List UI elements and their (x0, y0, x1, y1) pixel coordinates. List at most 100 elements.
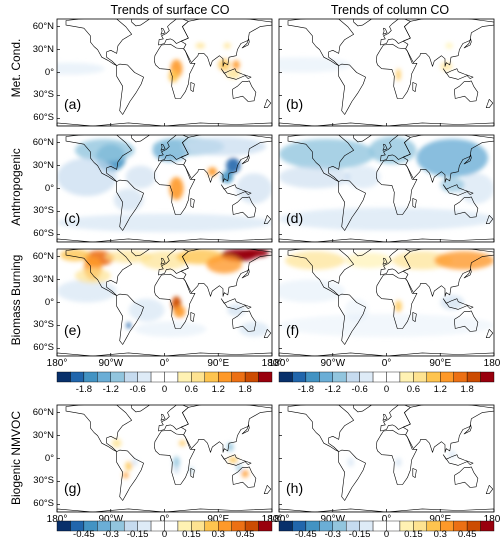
lat-tick-label: 30°S (33, 319, 54, 331)
anomaly-region (241, 469, 249, 478)
panel-background (57, 405, 272, 512)
coastline-europe (380, 405, 411, 432)
coastline-japan (241, 38, 250, 49)
colorbar-bin (164, 371, 179, 383)
colorbar-bin (319, 371, 333, 383)
anomaly-region (416, 138, 489, 178)
colorbar-tick-label: -0.15 (126, 529, 149, 540)
panel-c-map (56, 134, 273, 243)
colorbar-top-left (56, 371, 273, 383)
coastline-uk (160, 143, 166, 151)
anomaly-region (434, 251, 494, 270)
coastline-asia (402, 19, 494, 67)
colorbar-bin (56, 371, 71, 383)
panel-label-e: (e) (64, 322, 82, 338)
coastline-madagascar (190, 82, 195, 92)
colorbar-bin (426, 371, 441, 383)
colorbar-bin (177, 371, 192, 383)
coastline-japan (241, 268, 250, 279)
colorbar-tick-label: 0.6 (406, 384, 420, 395)
coastline-asia (402, 405, 494, 453)
coastline-north-america (287, 249, 354, 296)
anomaly-region (344, 298, 369, 322)
colorbar-bin (399, 371, 414, 383)
anomaly-region (134, 321, 207, 337)
coastline-australia (232, 80, 257, 102)
colorbar-tick-label: -0.45 (73, 529, 95, 540)
colorbar-bin (453, 371, 468, 383)
coastline-greenland (131, 405, 150, 413)
anomaly-region (57, 157, 117, 197)
coastline-africa (154, 429, 196, 485)
anomaly-region (182, 137, 267, 156)
lat-tick-label: 0° (44, 296, 54, 308)
coastline-europe (380, 19, 411, 46)
colorbar-tick-label: -1.2 (102, 384, 119, 395)
colorbar-tick-label: 0.45 (235, 529, 255, 540)
panel-label-a: (a) (64, 96, 82, 112)
lon-tick-label: 180° (261, 358, 283, 369)
coastline-australia (232, 466, 257, 488)
anomaly-region (189, 466, 194, 474)
colorbar-bin (466, 371, 481, 383)
anomaly-region (228, 456, 238, 464)
anomaly-region (125, 165, 156, 189)
coastline-north-america (65, 405, 132, 452)
coastline-greenland (353, 135, 372, 143)
coastline-south-america (116, 293, 144, 345)
lon-tick-label: 90°E (429, 514, 452, 525)
coastline-africa (154, 43, 196, 99)
coastline-europe (380, 135, 411, 162)
coastline-africa (376, 429, 418, 485)
coastline-africa (154, 159, 196, 215)
coastline-africa (154, 273, 196, 329)
anomaly-region (131, 458, 138, 467)
anomaly-region (239, 249, 270, 258)
lon-tick-label: 0° (159, 358, 170, 369)
lat-tick-label: 60°S (33, 228, 54, 240)
colorbar-tick-label: 1.2 (211, 384, 225, 395)
lat-tick-label: 30°S (33, 475, 54, 487)
colorbar-bin (110, 371, 125, 383)
lon-tick-label: 90°W (98, 358, 124, 369)
coastline-greenland (131, 249, 150, 257)
lat-tick-label: 60°S (33, 498, 54, 510)
coastline-indonesia (220, 68, 252, 80)
anomaly-region (218, 58, 231, 71)
colorbar-bin (150, 371, 165, 383)
anomaly-region (396, 68, 401, 81)
panel-label-f: (f) (286, 322, 300, 338)
colorbar-bin (258, 371, 273, 383)
coastline-europe (158, 135, 189, 162)
coastline-asia (180, 135, 272, 183)
anomaly-region (57, 279, 117, 303)
lon-tick-label: 180° (268, 514, 290, 525)
panel-b-map (278, 18, 495, 127)
lat-tick-label: 30°N (32, 43, 54, 55)
panel-a-map (56, 18, 273, 127)
lon-tick-label: 90°E (207, 358, 230, 369)
colorbar-tick-label: -0.3 (324, 529, 341, 540)
coastline-asia (402, 249, 494, 297)
coastline-south-america (338, 63, 366, 115)
lat-tick-label: 30°N (32, 159, 54, 171)
coastline-nz (485, 215, 494, 224)
lat-tick-label: 60°S (33, 112, 54, 124)
colorbar-bin (123, 371, 138, 383)
lat-tick-label: 0° (44, 452, 54, 464)
coastline-australia (454, 80, 479, 102)
anomaly-region (239, 321, 270, 337)
coastline-north-america (65, 135, 132, 182)
colorbar-tick-label: -1.2 (324, 384, 341, 395)
colorbar-bin (413, 371, 428, 383)
coastline-nz (485, 485, 494, 494)
anomaly-region (173, 305, 186, 318)
coastline-africa (376, 273, 418, 329)
coastline-south-america (116, 449, 144, 501)
colorbar-tick-label: -0.45 (295, 529, 317, 540)
coastline-madagascar (412, 198, 417, 208)
colorbar-bin (386, 371, 401, 383)
anomaly-region (279, 57, 351, 73)
lon-tick-label: 90°W (98, 514, 124, 525)
colorbar-tick-label: -1.8 (297, 384, 315, 395)
